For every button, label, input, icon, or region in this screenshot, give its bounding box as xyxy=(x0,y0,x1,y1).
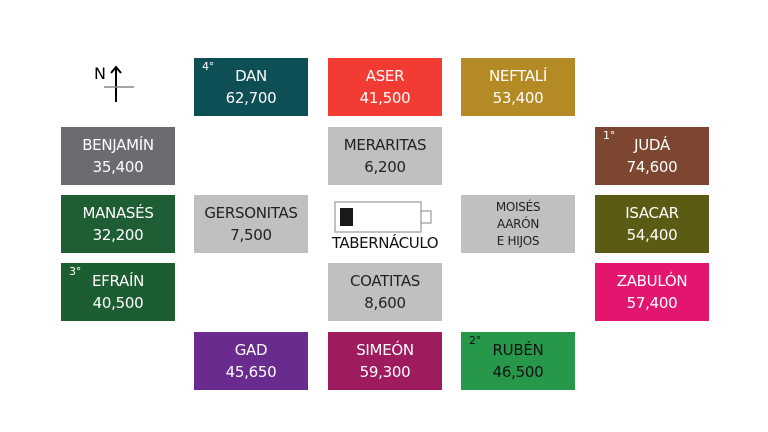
tribe-count: 46,500 xyxy=(492,363,544,381)
levite-name: COATITAS xyxy=(349,272,421,290)
order-label: 3° xyxy=(69,265,81,278)
levite-count: 7,500 xyxy=(230,226,272,244)
levite-moises-aaron: MOISÉS AARÓN E HIJOS xyxy=(461,195,575,253)
order-label: 2° xyxy=(469,334,481,347)
tribe-count: 35,400 xyxy=(92,158,144,176)
tribe-isacar: ISACAR 54,400 xyxy=(595,195,709,253)
tribe-name: EFRAÍN xyxy=(91,272,145,290)
tribe-efrain: 3° EFRAÍN 40,500 xyxy=(61,263,175,321)
tribe-count: 57,400 xyxy=(626,294,678,312)
levite-name: GERSONITAS xyxy=(204,204,298,222)
levite-line: AARÓN xyxy=(496,216,539,231)
tribe-count: 32,200 xyxy=(92,226,144,244)
levite-count: 8,600 xyxy=(364,294,406,312)
tribe-aser: ASER 41,500 xyxy=(328,58,442,116)
tribe-dan: 4° DAN 62,700 xyxy=(194,58,308,116)
tribe-name: BENJAMÍN xyxy=(82,136,154,154)
order-label: 1° xyxy=(603,129,615,142)
levite-meraritas: MERARITAS 6,200 xyxy=(328,127,442,185)
tribe-name: JUDÁ xyxy=(634,136,670,154)
tribe-name: ASER xyxy=(365,67,405,85)
tribe-name: RUBÉN xyxy=(492,341,544,359)
tribe-zabulon: ZABULÓN 57,400 xyxy=(595,263,709,321)
order-label: 4° xyxy=(202,60,214,73)
tribe-benjamin: BENJAMÍN 35,400 xyxy=(61,127,175,185)
tabernacle-battery-icon xyxy=(334,201,434,233)
tribe-name: MANASÉS xyxy=(82,204,154,222)
tribe-count: 59,300 xyxy=(359,363,411,381)
tribe-count: 62,700 xyxy=(225,89,277,107)
tribe-count: 74,600 xyxy=(626,158,678,176)
tribe-ruben: 2° RUBÉN 46,500 xyxy=(461,332,575,390)
tribe-name: ISACAR xyxy=(625,204,679,222)
tribe-gad: GAD 45,650 xyxy=(194,332,308,390)
tribe-count: 40,500 xyxy=(92,294,144,312)
tribe-neftali: NEFTALÍ 53,400 xyxy=(461,58,575,116)
tribe-simeon: SIMEÓN 59,300 xyxy=(328,332,442,390)
tabernacle-label: TABERNÁCULO xyxy=(331,234,439,252)
tribe-name: GAD xyxy=(234,341,268,359)
levite-gersonitas: GERSONITAS 7,500 xyxy=(194,195,308,253)
north-arrow-icon xyxy=(104,65,134,102)
tribe-name: DAN xyxy=(235,67,267,85)
tribe-manases: MANASÉS 32,200 xyxy=(61,195,175,253)
tribe-juda: 1° JUDÁ 74,600 xyxy=(595,127,709,185)
tribe-count: 53,400 xyxy=(492,89,544,107)
levite-name: MERARITAS xyxy=(343,136,427,154)
levite-line: MOISÉS xyxy=(495,199,541,214)
tribe-count: 54,400 xyxy=(626,226,678,244)
levite-coatitas: COATITAS 8,600 xyxy=(328,263,442,321)
north-compass-icon: N xyxy=(92,64,136,104)
tribe-name: SIMEÓN xyxy=(356,341,414,359)
levite-count: 6,200 xyxy=(364,158,406,176)
tribe-count: 45,650 xyxy=(225,363,277,381)
tribe-count: 41,500 xyxy=(359,89,411,107)
levite-line: E HIJOS xyxy=(496,233,540,248)
tribe-name: ZABULÓN xyxy=(616,272,688,290)
north-label: N xyxy=(94,64,106,83)
tribe-name: NEFTALÍ xyxy=(488,67,547,85)
